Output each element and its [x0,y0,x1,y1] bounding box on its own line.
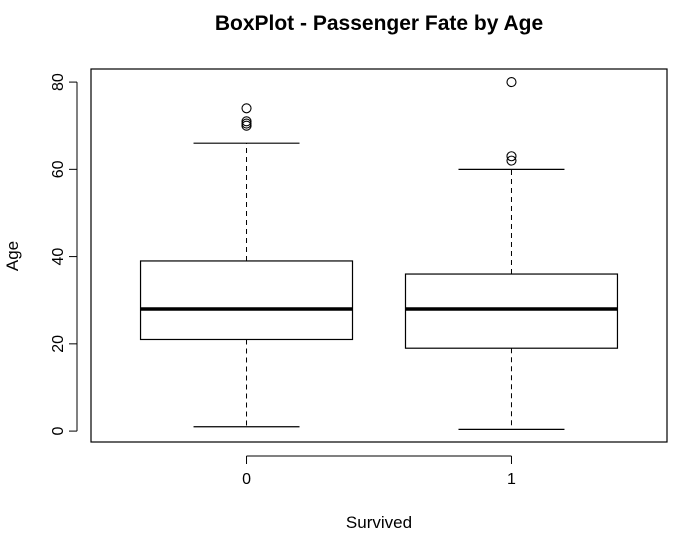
boxes-group [139,77,619,430]
x-tick-label: 0 [242,471,251,488]
box-1 [404,77,619,430]
iqr-box [139,260,354,341]
outlier-point [241,116,252,127]
x-axis-label: Survived [346,513,412,532]
box-0 [139,103,354,428]
y-tick-label: 20 [50,335,67,353]
outlier-point [506,151,517,162]
y-tick-label: 0 [50,427,67,436]
iqr-box [404,273,619,349]
plot-frame [90,68,668,443]
y-axis: 0 20 40 60 80 [50,73,78,436]
y-tick-label: 40 [50,248,67,266]
outlier-point [241,118,252,129]
outlier-point [506,77,517,88]
y-tick-label: 80 [50,73,67,91]
y-axis-label: Age [3,241,22,271]
outlier-point [241,103,252,114]
x-tick-label: 1 [507,471,516,488]
y-tick-label: 60 [50,160,67,178]
outlier-point [506,155,517,166]
chart-title: BoxPlot - Passenger Fate by Age [215,12,543,35]
